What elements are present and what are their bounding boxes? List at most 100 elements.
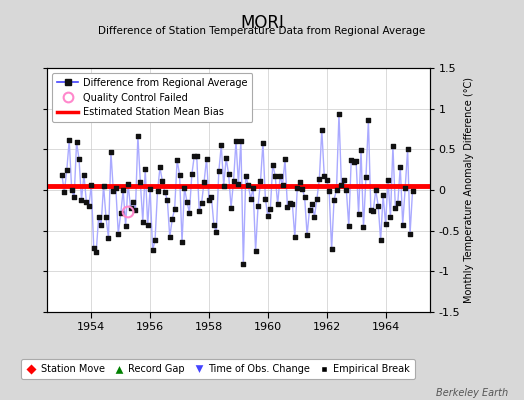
Point (396, 164, 405, 170)
Point (161, 189, 169, 196)
Point (170, 206, 179, 212)
Point (158, 178, 167, 184)
Point (116, 210, 125, 216)
Point (337, 181, 346, 188)
Point (97, 222, 105, 228)
Point (335, 111, 343, 117)
Point (264, 213, 272, 220)
Point (281, 156, 289, 162)
Point (156, 164, 164, 170)
Point (220, 182, 228, 189)
Point (192, 153, 201, 159)
Point (210, 222, 218, 228)
Point (376, 237, 385, 244)
Point (122, 222, 130, 229)
Point (364, 117, 373, 124)
Point (100, 182, 108, 189)
Point (198, 200, 206, 206)
Point (369, 207, 377, 214)
Point (58, 172, 66, 178)
Point (242, 172, 250, 179)
Point (129, 198, 137, 205)
Point (244, 182, 253, 188)
Point (227, 204, 235, 211)
Point (379, 192, 387, 199)
Point (278, 182, 287, 188)
Point (146, 186, 155, 192)
Point (266, 206, 275, 213)
Point (124, 209, 132, 215)
Point (340, 177, 348, 183)
Point (151, 237, 159, 243)
Point (374, 202, 383, 209)
Point (318, 127, 326, 133)
Point (208, 194, 216, 200)
Point (112, 185, 120, 191)
Point (148, 247, 157, 254)
Point (310, 214, 319, 220)
Point (212, 229, 221, 236)
Point (283, 204, 292, 210)
Point (85, 203, 93, 209)
Point (391, 204, 400, 211)
Point (357, 147, 365, 154)
Point (72, 139, 81, 146)
Point (303, 232, 311, 238)
Legend: Station Move, Record Gap, Time of Obs. Change, Empirical Break: Station Move, Record Gap, Time of Obs. C… (20, 360, 415, 379)
Point (246, 195, 255, 202)
Point (313, 196, 321, 202)
Point (345, 223, 353, 229)
Point (359, 224, 368, 230)
Point (308, 200, 316, 207)
Point (315, 176, 323, 182)
Point (381, 220, 390, 227)
Point (399, 221, 407, 228)
Text: Difference of Station Temperature Data from Regional Average: Difference of Station Temperature Data f… (99, 26, 425, 36)
Point (60, 189, 69, 195)
Point (298, 185, 307, 192)
Point (109, 188, 117, 194)
Point (180, 185, 189, 191)
Point (124, 180, 132, 187)
Point (90, 245, 98, 252)
Point (362, 174, 370, 181)
Point (322, 177, 331, 183)
Point (92, 249, 101, 255)
Point (320, 172, 329, 179)
Point (384, 177, 392, 184)
Point (62, 167, 71, 174)
Point (190, 153, 199, 159)
Point (350, 159, 358, 166)
Point (288, 201, 297, 207)
Point (202, 155, 211, 162)
Point (389, 143, 397, 149)
Point (183, 198, 191, 205)
Point (256, 178, 265, 184)
Point (254, 203, 262, 209)
Point (185, 210, 193, 216)
Point (296, 178, 304, 185)
Text: MORI: MORI (240, 14, 284, 32)
Point (300, 194, 309, 200)
Point (354, 211, 363, 217)
Point (305, 206, 314, 213)
Point (188, 171, 196, 178)
Point (173, 157, 181, 163)
Point (347, 157, 355, 163)
Point (163, 196, 171, 203)
Point (249, 185, 257, 192)
Point (144, 222, 152, 228)
Point (332, 186, 341, 193)
Point (274, 201, 282, 208)
Point (80, 172, 88, 178)
Point (70, 194, 78, 200)
Point (136, 179, 145, 186)
Point (232, 138, 240, 144)
Point (107, 149, 115, 155)
Point (119, 187, 127, 193)
Point (215, 168, 223, 174)
Point (237, 138, 245, 144)
Point (102, 214, 110, 221)
Point (87, 182, 95, 188)
Point (154, 188, 162, 195)
